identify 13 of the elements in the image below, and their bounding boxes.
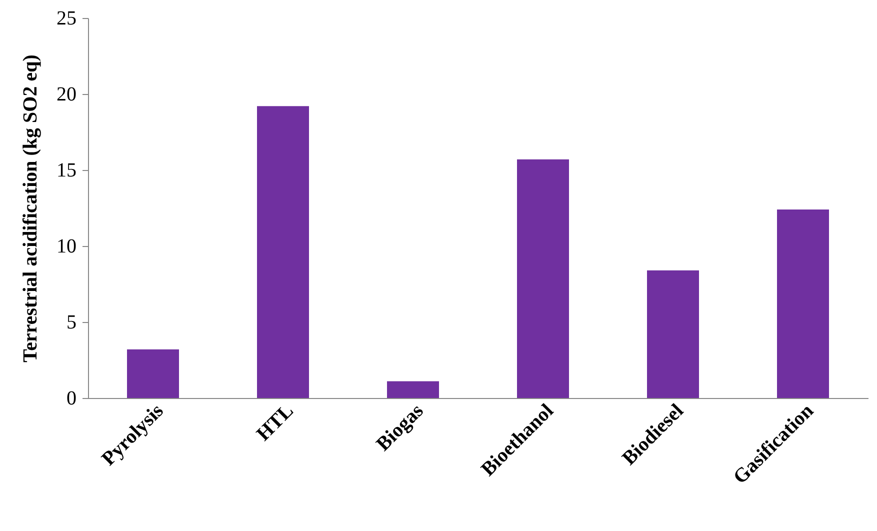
bar (777, 210, 829, 398)
y-tick-label: 15 (56, 160, 76, 182)
y-tick-label: 25 (56, 8, 76, 30)
bar (647, 270, 699, 398)
y-tick-label: 0 (66, 388, 76, 410)
y-tick-label: 10 (56, 236, 76, 258)
y-tick-label: 5 (66, 312, 76, 334)
bar (387, 381, 439, 398)
y-tick-label: 20 (56, 84, 76, 106)
bar (257, 106, 309, 398)
bar (127, 349, 179, 398)
y-axis-title: Terrestrial acidification (kg SO2 eq) (20, 54, 42, 362)
bar (517, 159, 569, 398)
